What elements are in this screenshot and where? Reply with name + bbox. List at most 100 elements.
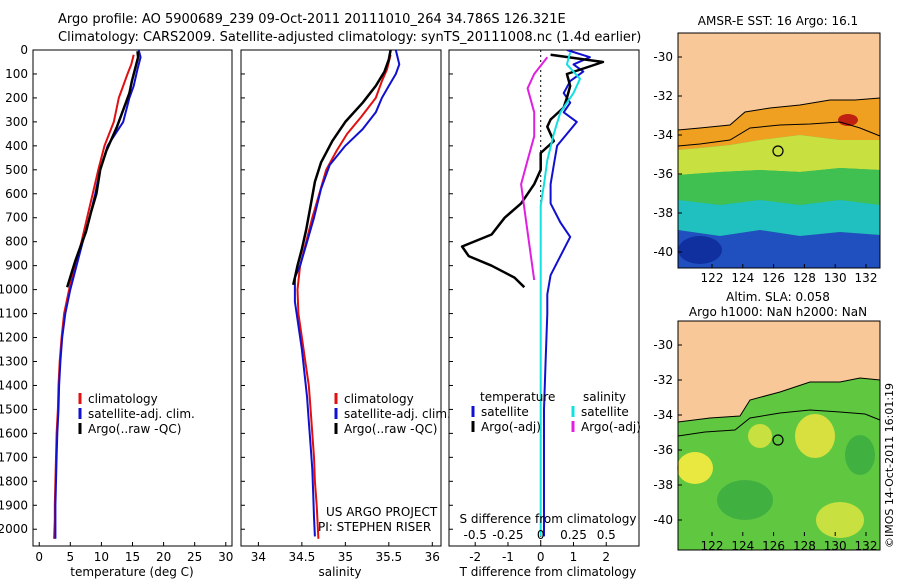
legend-s-argo: Argo(-adj)	[581, 420, 641, 434]
x-tick-label: 34	[251, 550, 266, 564]
map-lat-label: -30	[653, 338, 673, 352]
depth-tick-label: 300	[5, 115, 28, 129]
map-lat-label: -30	[653, 50, 673, 64]
legend-t-satellite: satellite	[481, 405, 529, 419]
x-tick-label: 2	[602, 550, 610, 564]
sst-yellow-band	[678, 135, 880, 175]
legend-label: climatology	[344, 392, 414, 406]
depth-axis-ticks: 0 100 200 300 400 500 600 700 800 900 1000 1100 1200…	[0, 43, 37, 536]
depth-tick-label: 1000	[0, 283, 28, 297]
depth-tick-label: 500	[5, 163, 28, 177]
temperature-axis-ticks: 0 5 10 15 20 25 30	[35, 542, 233, 564]
s-difference-tick-labels: -0.5 -0.25 0 0.25 0.5	[463, 528, 615, 542]
depth-tick-label: 400	[5, 139, 28, 153]
sst-depth-contour	[677, 121, 881, 147]
difference-series	[460, 50, 605, 537]
series-line	[66, 51, 140, 288]
sla-yellow-blob-2	[795, 414, 835, 458]
map-lat-label: -32	[653, 89, 673, 103]
legend-label: Argo(..raw -QC)	[344, 422, 437, 436]
x-tick-label: 20	[156, 550, 171, 564]
depth-tick-label: 700	[5, 211, 28, 225]
sst-map-ticks: -30 -32 -34 -36 -38 -40 122 124 126 128 130 132	[653, 50, 877, 285]
depth-tick-label: 1700	[0, 450, 28, 464]
depth-tick-label: 100	[5, 67, 28, 81]
map-lat-label: -32	[653, 373, 673, 387]
map-lon-label: 126	[762, 539, 785, 553]
salinity-depth-ticks	[241, 49, 245, 530]
x-tick-label: -1	[502, 550, 514, 564]
depth-tick-label: 900	[5, 259, 28, 273]
difference-legend: temperature salinity satellite Argo(-adj…	[471, 390, 641, 434]
s-tick-label: 0.5	[597, 528, 616, 542]
depth-tick-label: 1400	[0, 378, 28, 392]
x-tick-label: 15	[125, 550, 140, 564]
x-tick-label: 34.5	[289, 550, 316, 564]
legend-label: Argo(..raw -QC)	[88, 422, 181, 436]
sla-dark-green-1	[717, 480, 773, 520]
map-lon-label: 130	[824, 539, 847, 553]
s-difference-label: S difference from climatology	[460, 512, 637, 526]
series-line	[539, 52, 581, 537]
depth-tick-label: 1200	[0, 331, 28, 345]
x-tick-label: 25	[187, 550, 202, 564]
map-lon-label: 128	[793, 539, 816, 553]
sla-map-title-line2: Argo h1000: NaN h2000: NaN	[689, 305, 867, 319]
sst-cyan-band	[678, 200, 880, 236]
sst-map-panel: AMSR-E SST: 16 Argo: 16.1 -30-32-34-36-3…	[653, 14, 881, 285]
sla-yellow-blob-3	[748, 424, 772, 448]
legend-label: climatology	[88, 392, 158, 406]
salinity-xlabel: salinity	[318, 565, 361, 579]
map-lon-label: 122	[701, 539, 724, 553]
map-lat-label: -38	[653, 478, 673, 492]
depth-tick-label: 1900	[0, 498, 28, 512]
x-tick-label: 35	[338, 550, 353, 564]
depth-tick-label: 0	[20, 43, 28, 57]
depth-tick-label: 1500	[0, 402, 28, 416]
sst-map-image	[677, 33, 881, 268]
sla-yellow-blob-1	[677, 452, 713, 484]
depth-tick-label: 2000	[0, 522, 28, 536]
sla-yellow-blob-4	[816, 502, 864, 538]
difference-panel: -2 -1 0 1 2 S difference from climatology -0…	[448, 49, 641, 579]
salinity-panel: 34 34.5 35 35.5 36 salinity climatologysatel…	[240, 49, 451, 579]
legend-salinity-title: salinity	[583, 390, 626, 404]
series-line	[291, 50, 392, 286]
imos-watermark: ©IMOS 14-Oct-2011 16:01:19	[883, 383, 896, 548]
legend-temperature-title: temperature	[480, 390, 555, 404]
figure-title-line1: Argo profile: AO 5900689_239 09-Oct-2011…	[58, 12, 566, 27]
difference-depth-ticks	[449, 49, 453, 530]
map-lon-label: 122	[701, 271, 724, 285]
legend-label: satellite-adj. clim.	[344, 407, 451, 421]
sst-coastline	[677, 97, 881, 131]
x-tick-label: 30	[218, 550, 233, 564]
depth-tick-label: 800	[5, 235, 28, 249]
map-lon-label: 128	[793, 271, 816, 285]
sst-green-band	[678, 168, 880, 205]
x-tick-label: 0	[35, 550, 43, 564]
x-tick-label: 0	[537, 550, 545, 564]
map-lat-label: -36	[653, 443, 673, 457]
depth-tick-label: 1300	[0, 354, 28, 368]
difference-axis-ticks: -2 -1 0 1 2	[469, 542, 610, 564]
project-annotation: US ARGO PROJECT	[326, 505, 438, 519]
s-tick-label: 0	[537, 528, 545, 542]
series-line	[293, 50, 401, 537]
map-lon-label: 124	[731, 271, 754, 285]
depth-tick-label: 1600	[0, 426, 28, 440]
x-tick-label: 1	[570, 550, 578, 564]
temperature-series	[53, 50, 142, 539]
series-line	[460, 53, 605, 289]
s-tick-label: -0.5	[463, 528, 486, 542]
depth-tick-label: 1800	[0, 474, 28, 488]
map-lon-label: 132	[855, 539, 878, 553]
series-line	[543, 50, 591, 537]
map-lon-label: 126	[762, 271, 785, 285]
sla-dark-green-2	[845, 435, 875, 475]
sla-map-ticks: -30 -32 -34 -36 -38 -40 122 124 126 128 130 132	[653, 338, 877, 553]
depth-tick-label: 600	[5, 187, 28, 201]
sst-warm-band	[678, 98, 880, 150]
